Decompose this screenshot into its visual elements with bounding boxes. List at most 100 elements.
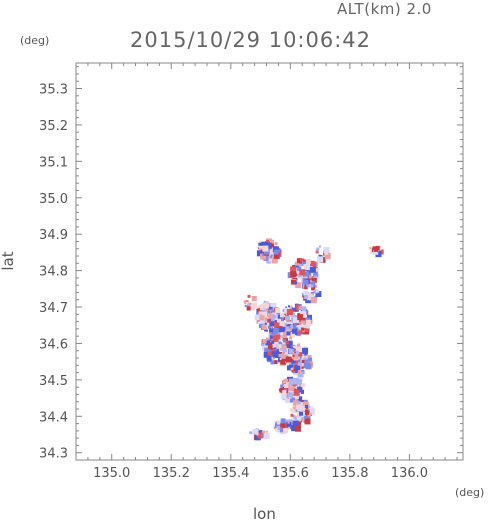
radar-echo-cell <box>278 353 282 357</box>
radar-echo-cell <box>301 366 304 369</box>
y-tick-label: 35.1 <box>39 155 68 170</box>
radar-echo-cell <box>287 388 289 391</box>
y-tick-label: 34.5 <box>39 374 68 389</box>
y-tick-label: 34.4 <box>39 410 68 425</box>
radar-echo-cell <box>281 318 285 322</box>
radar-echo-cell <box>307 354 312 359</box>
radar-echo-cell <box>260 253 267 260</box>
radar-echo-cell <box>300 355 305 360</box>
radar-echo-cell <box>261 303 265 307</box>
radar-echo-cell <box>286 326 290 330</box>
radar-echo-cell <box>294 395 299 400</box>
radar-echo-cell <box>301 353 304 356</box>
radar-echo-cell <box>308 275 312 279</box>
radar-echo-cell <box>292 354 295 357</box>
radar-echo-cell <box>305 407 308 409</box>
radar-echo-cell <box>285 396 292 403</box>
radar-echo-cell <box>266 240 269 243</box>
radar-echo-cell <box>246 306 251 311</box>
radar-echo-cell <box>250 305 256 311</box>
radar-echo-cell <box>280 332 284 336</box>
radar-echo-cell <box>305 410 309 415</box>
radar-echo-cell <box>265 430 268 433</box>
radar-echo-cell <box>286 342 293 349</box>
radar-echo-cell <box>305 259 311 264</box>
radar-echo-cell <box>302 308 305 312</box>
radar-echo-cell <box>259 318 265 324</box>
radar-echo-cell <box>269 339 272 342</box>
radar-echo-cell <box>247 294 251 298</box>
radar-echo-cell <box>316 289 320 293</box>
radar-echo-cell <box>261 241 266 246</box>
radar-echo-cell <box>275 422 281 429</box>
radar-echo-cell <box>262 245 269 252</box>
y-tick-label: 34.3 <box>39 447 68 462</box>
radar-echo-cell <box>279 321 285 327</box>
radar-echo-cell <box>298 354 300 357</box>
radar-echo-cell <box>286 345 289 348</box>
radar-echo-cell <box>289 427 292 429</box>
altitude-label: ALT(km) 2.0 <box>337 0 432 18</box>
radar-echo-cell <box>262 346 266 350</box>
radar-echo-cell <box>306 324 311 329</box>
radar-echo-cell <box>274 242 278 246</box>
radar-echo-cell <box>258 324 263 329</box>
radar-echo-cell <box>280 422 286 428</box>
radar-echo-cell <box>304 286 308 290</box>
y-tick-label: 35.0 <box>39 192 68 207</box>
radar-echo-cell <box>263 322 267 326</box>
radar-echo-cell <box>288 348 294 354</box>
radar-echo-cell <box>265 242 272 249</box>
radar-echo-cell <box>314 267 319 272</box>
radar-echo-cell <box>268 319 271 322</box>
radar-echo-cell <box>284 393 290 399</box>
radar-echo-cell <box>297 371 304 378</box>
radar-echo-cell <box>261 342 265 346</box>
radar-echo-cell <box>295 425 301 432</box>
radar-echo-cell <box>295 384 298 387</box>
radar-echo-cell <box>296 325 301 329</box>
radar-echo-cell <box>298 306 302 310</box>
radar-echo-cell <box>294 308 297 311</box>
radar-echo-cell <box>280 393 287 400</box>
radar-echo-cell <box>285 306 288 309</box>
radar-echo-cell <box>262 254 265 257</box>
radar-echo-cell <box>263 300 266 303</box>
radar-echo-cell <box>273 426 276 429</box>
radar-echo-cell <box>269 342 273 346</box>
radar-echo-cell <box>257 305 261 309</box>
x-axis-label: lon <box>253 505 276 523</box>
radar-echo-cell <box>297 343 301 347</box>
x-tick-label: 135.8 <box>331 466 368 481</box>
radar-echo-cell <box>295 378 302 385</box>
radar-echo-cell <box>291 369 294 372</box>
radar-echo-cell <box>279 342 283 346</box>
radar-echo-cell <box>303 279 309 285</box>
radar-echo-cell <box>302 293 304 296</box>
radar-echo-cell <box>324 250 329 255</box>
radar-echo-cell <box>267 310 271 314</box>
radar-echo-cell <box>310 280 313 283</box>
radar-echo-cell <box>280 313 284 318</box>
radar-echo-cell <box>299 269 306 276</box>
radar-echo-cell <box>297 266 302 271</box>
radar-echo-cell <box>279 428 284 433</box>
radar-echo-cell <box>308 357 313 362</box>
radar-echo-cell <box>267 304 273 310</box>
radar-echo-cell <box>319 245 321 248</box>
radar-echo-cell <box>245 301 249 305</box>
radar-echo-cell <box>265 340 271 346</box>
radar-echo-cell <box>282 338 286 342</box>
radar-echo-cell <box>275 348 278 351</box>
radar-echo-cell <box>296 321 300 325</box>
radar-echo-cell <box>302 363 304 366</box>
radar-echo-cell <box>272 349 276 353</box>
radar-echo-cell <box>273 252 280 259</box>
radar-echo-cell <box>324 253 331 260</box>
radar-echo-cell <box>295 261 299 266</box>
radar-echo-cell <box>291 322 293 325</box>
radar-echo-cell <box>372 246 376 250</box>
radar-echo-cell <box>256 250 263 257</box>
radar-echo-cell <box>283 314 286 317</box>
x-tick-label: 135.4 <box>212 466 249 481</box>
